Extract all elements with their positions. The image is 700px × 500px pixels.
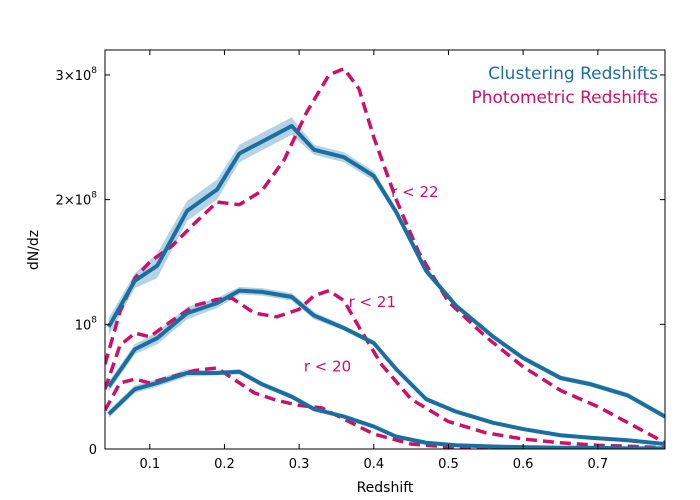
annotation-22: r < 22 <box>391 183 438 201</box>
annotation-21: r < 21 <box>349 293 396 311</box>
x-tick-label: 0.4 <box>363 457 384 472</box>
x-tick-label: 0.7 <box>587 457 608 472</box>
clustering-line-2 <box>107 288 665 447</box>
photometric-line-1 <box>105 66 665 445</box>
x-tick-label: 0.3 <box>289 457 310 472</box>
y-tick-label: 2×108 <box>56 191 98 209</box>
legend-photometric-redshifts: Photometric Redshifts <box>471 88 658 108</box>
x-tick-label: 0.5 <box>438 457 459 472</box>
y-tick-label: 3×108 <box>56 66 98 84</box>
y-tick-label: 0 <box>89 443 97 458</box>
photometric-line-2 <box>105 288 665 449</box>
clustering-line-1 <box>106 124 665 419</box>
x-tick-label: 0.1 <box>139 457 160 472</box>
clustering-line-3 <box>107 369 665 449</box>
y-axis-label: dN/dz <box>26 230 42 270</box>
x-tick-label: 0.6 <box>513 457 534 472</box>
x-axis-label: Redshift <box>357 480 414 496</box>
y-tick-label: 108 <box>75 315 98 333</box>
x-tick-label: 0.2 <box>214 457 235 472</box>
annotation-20: r < 20 <box>304 358 351 376</box>
plot-frame <box>104 49 666 450</box>
legend-clustering-redshifts: Clustering Redshifts <box>488 64 658 84</box>
